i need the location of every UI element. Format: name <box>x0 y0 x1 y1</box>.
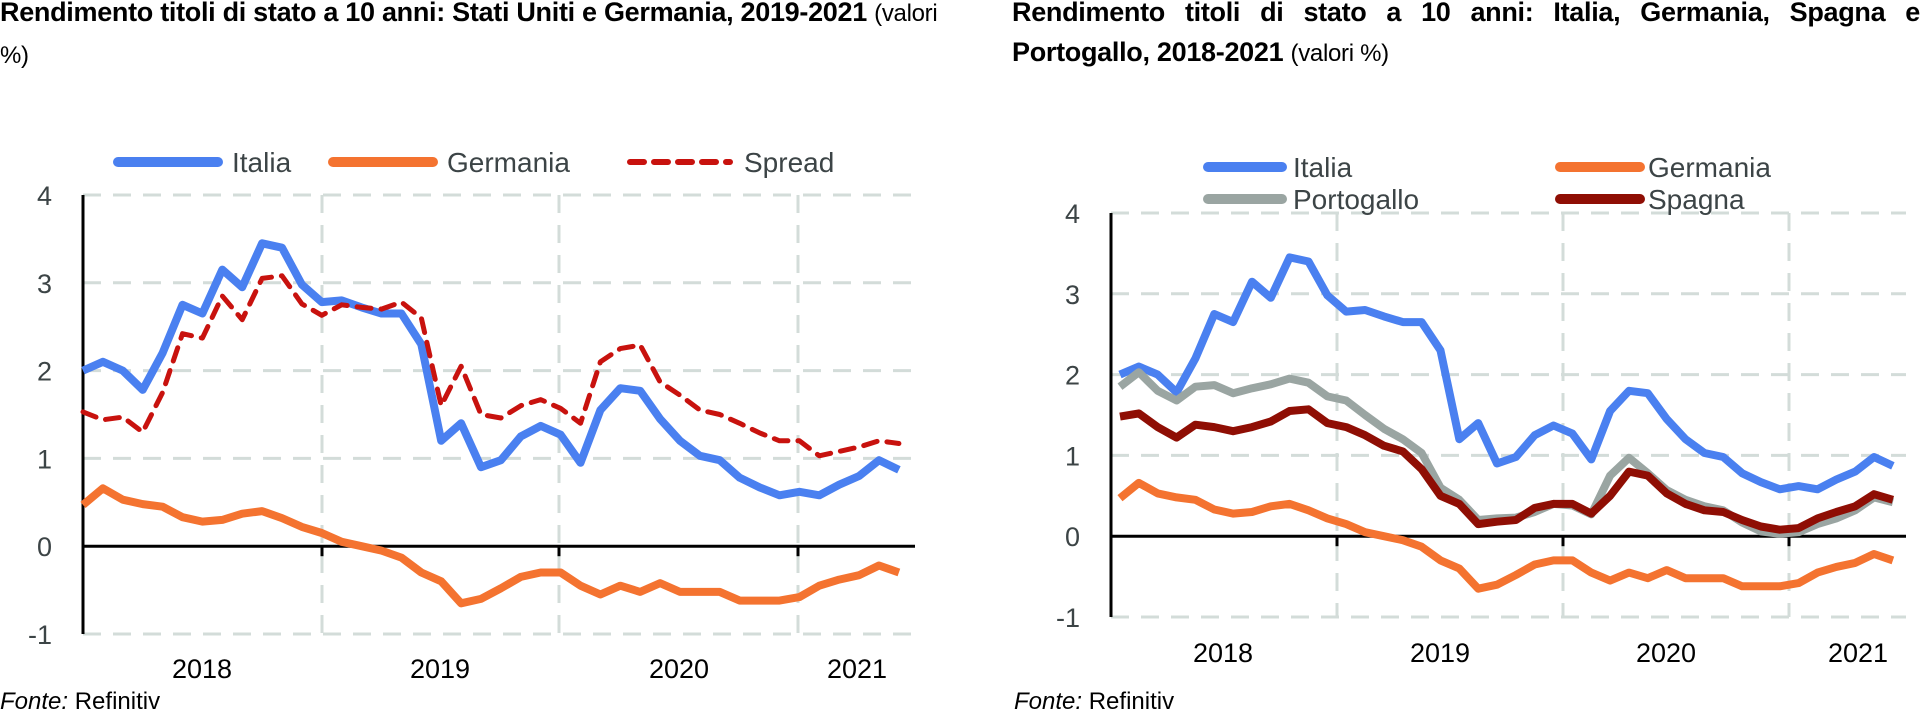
y-tick-label: 3 <box>1065 280 1080 310</box>
y-tick-label: 1 <box>1065 441 1080 471</box>
left-chart-title: Rendimento titoli di stato a 10 anni: St… <box>0 0 960 76</box>
x-tick-label: 2019 <box>1410 638 1470 668</box>
right-chart-title-unit: (valori %) <box>1290 40 1390 67</box>
y-tick-label: 2 <box>1065 361 1080 391</box>
x-tick-label: 2020 <box>1636 638 1696 668</box>
series-line-germania <box>80 484 901 608</box>
right-source-value: Refinitiv <box>1088 688 1175 715</box>
y-tick-label: 4 <box>1065 199 1080 229</box>
left-line-chart: 4 3 2 1 0 -1 2018 2019 2020 2021 Italia Germania Spr… <box>28 147 915 684</box>
series-line-spread <box>80 273 902 459</box>
series-line-italia <box>81 239 901 500</box>
y-tick-label: 3 <box>37 269 52 299</box>
legend-label-italia: Italia <box>232 147 292 178</box>
right-source-label: Fonte: <box>1014 688 1083 715</box>
y-tick-label: 4 <box>37 181 52 211</box>
left-chart-title-unit: (valori %) <box>0 0 938 69</box>
series-line-germania <box>1117 478 1895 593</box>
x-tick-label: 2021 <box>1828 638 1888 668</box>
x-tick-label: 2021 <box>827 654 887 684</box>
series-line-spagna <box>1119 405 1895 534</box>
x-tick-label: 2020 <box>649 654 709 684</box>
y-tick-label: 0 <box>1065 522 1080 552</box>
right-chart-source: Fonte: Refinitiv <box>1014 688 1174 716</box>
legend-label-germania: Germania <box>1648 152 1771 183</box>
y-tick-label: 1 <box>37 444 52 474</box>
y-tick-label: 2 <box>37 357 52 387</box>
left-source-label: Fonte: <box>0 688 69 715</box>
y-tick-label: -1 <box>1056 603 1080 633</box>
y-tick-label: 0 <box>37 532 52 562</box>
legend-label-portogallo: Portogallo <box>1293 184 1419 215</box>
x-tick-label: 2018 <box>1193 638 1253 668</box>
legend-label-spagna: Spagna <box>1648 184 1745 215</box>
legend-label-spread: Spread <box>744 147 834 178</box>
legend-label-italia: Italia <box>1293 152 1353 183</box>
left-chart-title-bold: Rendimento titoli di stato a 10 anni: St… <box>0 0 867 27</box>
left-chart-source: Fonte: Refinitiv <box>0 688 160 716</box>
left-source-value: Refinitiv <box>74 688 161 715</box>
series-line-italia <box>1118 253 1895 494</box>
x-tick-label: 2018 <box>172 654 232 684</box>
right-chart-title: Rendimento titoli di stato a 10 anni: It… <box>1012 0 1920 74</box>
y-tick-label: -1 <box>28 620 52 650</box>
legend-label-germania: Germania <box>447 147 570 178</box>
right-chart-title-bold: Rendimento titoli di stato a 10 anni: It… <box>1012 0 1920 67</box>
x-tick-label: 2019 <box>410 654 470 684</box>
